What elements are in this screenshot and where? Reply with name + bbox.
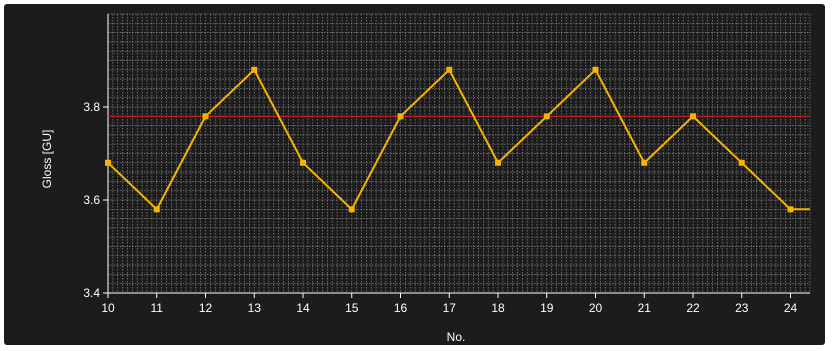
axes xyxy=(103,14,810,298)
data-point xyxy=(543,113,550,120)
x-tick-label: 24 xyxy=(784,301,798,315)
data-point xyxy=(446,66,453,73)
x-axis-title: No. xyxy=(447,330,466,344)
tick-labels: 10 11 12 13 14 15 16 17 18 19 20 21 22 23 24 3.4 3.6 3.8 xyxy=(83,100,797,315)
data-point xyxy=(738,159,745,166)
data-point xyxy=(202,113,209,120)
x-tick-label: 18 xyxy=(491,301,505,315)
data-point xyxy=(153,206,160,213)
y-axis-title: Gloss [GU] xyxy=(40,130,54,189)
data-point xyxy=(300,159,306,166)
x-tick-label: 16 xyxy=(394,301,408,315)
grid xyxy=(108,13,811,293)
x-tick-label: 22 xyxy=(686,301,700,315)
y-tick-label: 3.4 xyxy=(83,286,100,300)
x-tick-label: 13 xyxy=(248,301,262,315)
series-line xyxy=(107,68,810,211)
data-point xyxy=(690,113,696,120)
data-point xyxy=(105,159,111,166)
data-point xyxy=(641,159,648,166)
data-point xyxy=(495,159,501,166)
x-tick-label: 17 xyxy=(443,301,457,315)
y-tick-label: 3.6 xyxy=(83,193,100,207)
data-point xyxy=(397,113,404,120)
x-tick-label: 10 xyxy=(101,301,115,315)
series-group xyxy=(105,66,810,213)
x-tick-label: 23 xyxy=(735,301,749,315)
data-point xyxy=(787,206,794,213)
y-tick-label: 3.8 xyxy=(83,100,100,114)
x-tick-label: 21 xyxy=(638,301,652,315)
x-tick-label: 19 xyxy=(540,301,554,315)
data-point xyxy=(251,66,258,73)
x-tick-label: 11 xyxy=(151,301,164,315)
data-point xyxy=(592,66,599,73)
data-point xyxy=(348,206,355,213)
x-tick-label: 14 xyxy=(296,301,310,315)
x-tick-label: 12 xyxy=(199,301,213,315)
x-tick-label: 15 xyxy=(345,301,359,315)
x-tick-label: 20 xyxy=(589,301,603,315)
